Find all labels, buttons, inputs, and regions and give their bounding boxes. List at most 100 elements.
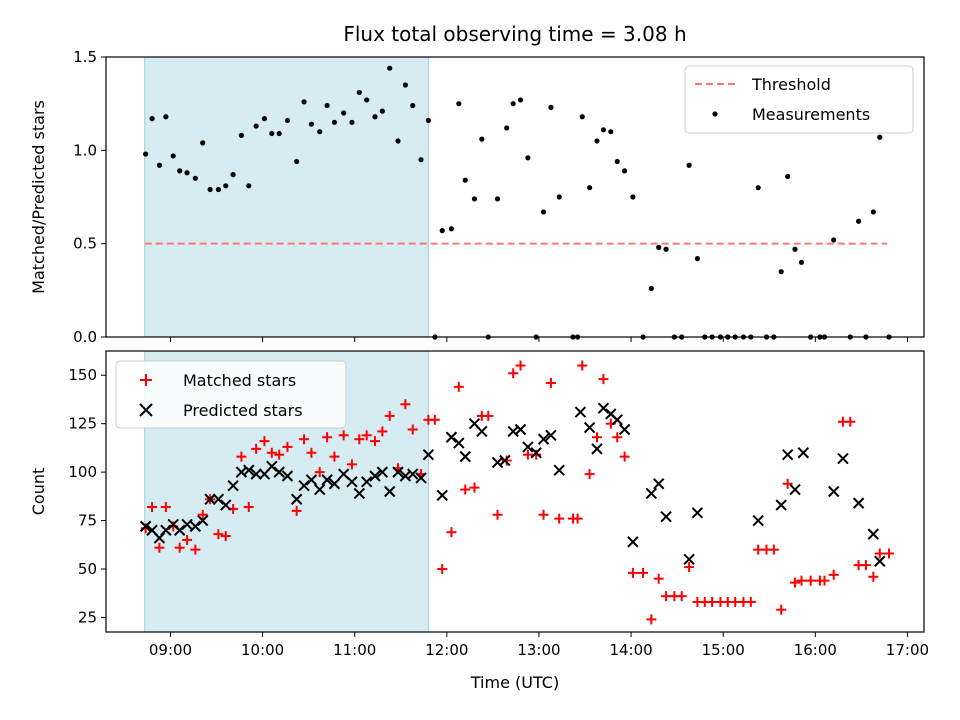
y-tick-label: 0.0 bbox=[73, 328, 97, 346]
matched-stars-marker bbox=[460, 484, 471, 495]
measurement-point bbox=[184, 170, 190, 176]
measurement-point bbox=[556, 194, 562, 200]
predicted-stars-marker bbox=[392, 466, 404, 478]
legend-predicted-label: Predicted stars bbox=[183, 401, 303, 420]
matched-stars-marker bbox=[577, 360, 588, 371]
matched-stars-marker bbox=[160, 502, 171, 513]
matched-stars-marker bbox=[638, 567, 649, 578]
measurement-point bbox=[395, 138, 401, 144]
legend-box bbox=[684, 65, 914, 134]
matched-stars-marker bbox=[220, 531, 231, 542]
matched-stars-marker bbox=[236, 451, 247, 462]
matched-stars-marker bbox=[874, 548, 885, 559]
matched-stars-marker bbox=[354, 434, 365, 445]
matched-stars-marker bbox=[868, 571, 879, 582]
measurement-point bbox=[276, 130, 282, 137]
matched-stars-marker bbox=[429, 414, 440, 425]
measurement-point bbox=[156, 162, 163, 168]
measurement-point bbox=[517, 97, 524, 103]
predicted-stars-marker bbox=[837, 452, 849, 465]
predicted-stars-marker bbox=[874, 555, 886, 567]
matched-stars-marker bbox=[346, 459, 357, 470]
predicted-stars-marker bbox=[346, 476, 358, 488]
matched-stars-marker bbox=[684, 562, 695, 573]
predicted-stars-marker bbox=[415, 472, 427, 484]
predicted-stars-marker bbox=[305, 474, 318, 486]
predicted-stars-marker bbox=[645, 487, 658, 500]
legend-box bbox=[115, 360, 347, 429]
measurement-point bbox=[372, 114, 378, 120]
measurement-point bbox=[471, 196, 478, 202]
measurement-point bbox=[855, 218, 862, 224]
measurement-point bbox=[614, 158, 620, 165]
measurement-point bbox=[870, 209, 876, 215]
measurement-point bbox=[448, 226, 455, 232]
legend-measurement-label: Measurements bbox=[752, 105, 870, 124]
predicted-stars-marker bbox=[537, 433, 550, 445]
measurement-point bbox=[349, 119, 355, 125]
predicted-stars-marker bbox=[476, 425, 488, 438]
axes-frame bbox=[105, 56, 925, 338]
matched-stars-marker bbox=[515, 360, 526, 371]
predicted-stars-marker bbox=[507, 425, 519, 438]
matched-stars-marker bbox=[338, 430, 349, 441]
y-tick-label: 1.0 bbox=[73, 141, 97, 159]
measurement-point bbox=[785, 173, 791, 180]
measurement-point bbox=[663, 246, 669, 252]
predicted-stars-marker bbox=[227, 479, 239, 492]
matched-stars-marker bbox=[437, 564, 448, 575]
measurement-point bbox=[462, 177, 468, 183]
x-tick-label: 16:00 bbox=[794, 641, 837, 659]
predicted-stars-marker bbox=[360, 476, 373, 488]
matched-stars-marker bbox=[796, 575, 807, 586]
matched-stars-marker bbox=[384, 410, 395, 421]
predicted-stars-marker bbox=[353, 487, 366, 500]
legend-matched-label: Matched stars bbox=[183, 371, 296, 390]
matched-stars-marker bbox=[361, 430, 372, 441]
x-tick-label: 14:00 bbox=[609, 641, 652, 659]
measurement-point bbox=[608, 129, 614, 135]
predicted-stars-marker bbox=[220, 499, 232, 511]
y-tick-label: 0.5 bbox=[73, 235, 97, 253]
predicted-stars-marker bbox=[314, 483, 326, 496]
legend: Threshold Measurements bbox=[684, 65, 914, 134]
measurement-point bbox=[755, 185, 761, 191]
predicted-stars-marker bbox=[376, 466, 389, 478]
matched-stars-marker bbox=[819, 575, 830, 586]
matched-stars-marker bbox=[469, 482, 480, 493]
measurement-point bbox=[579, 114, 585, 120]
measurement-point bbox=[479, 136, 485, 142]
matched-stars-marker bbox=[329, 451, 340, 462]
measurement-point bbox=[331, 119, 338, 125]
matched-stars-marker bbox=[274, 449, 285, 460]
predicted-stars-marker bbox=[522, 441, 534, 453]
legend: Matched stars Predicted stars bbox=[115, 360, 347, 429]
measurement-point bbox=[253, 123, 259, 129]
predicted-stars-marker bbox=[583, 421, 596, 434]
x-axis-label: Time (UTC) bbox=[470, 673, 559, 692]
predicted-stars-marker bbox=[574, 406, 587, 418]
y-tick-label: 25 bbox=[78, 608, 97, 626]
predicted-stars-marker bbox=[436, 489, 448, 502]
predicted-stars-marker bbox=[867, 528, 880, 540]
matched-stars-marker bbox=[446, 527, 457, 538]
predicted-stars-marker bbox=[369, 470, 381, 482]
matched-stars-marker bbox=[653, 573, 664, 584]
measurement-point bbox=[215, 186, 221, 193]
matched-stars-marker bbox=[768, 544, 779, 555]
y-tick-label: 125 bbox=[68, 415, 97, 433]
matched-stars-marker bbox=[306, 447, 317, 458]
count-panel: 25 50 75 100 125 150 09:00 10:00 11:00 12:00 13:00… bbox=[29, 350, 929, 692]
matched-stars-marker bbox=[147, 502, 158, 513]
measurement-point bbox=[223, 183, 229, 189]
matched-stars-marker bbox=[407, 424, 418, 435]
matched-stars-marker bbox=[501, 455, 512, 466]
measurement-point bbox=[510, 101, 516, 107]
measurement-point bbox=[456, 101, 462, 107]
matched-stars-marker bbox=[400, 399, 411, 410]
y-tick-label: 50 bbox=[78, 560, 97, 578]
y-tick-label: 75 bbox=[78, 512, 97, 530]
predicted-stars-marker bbox=[384, 485, 396, 498]
x-tick-label: 12:00 bbox=[425, 641, 468, 659]
